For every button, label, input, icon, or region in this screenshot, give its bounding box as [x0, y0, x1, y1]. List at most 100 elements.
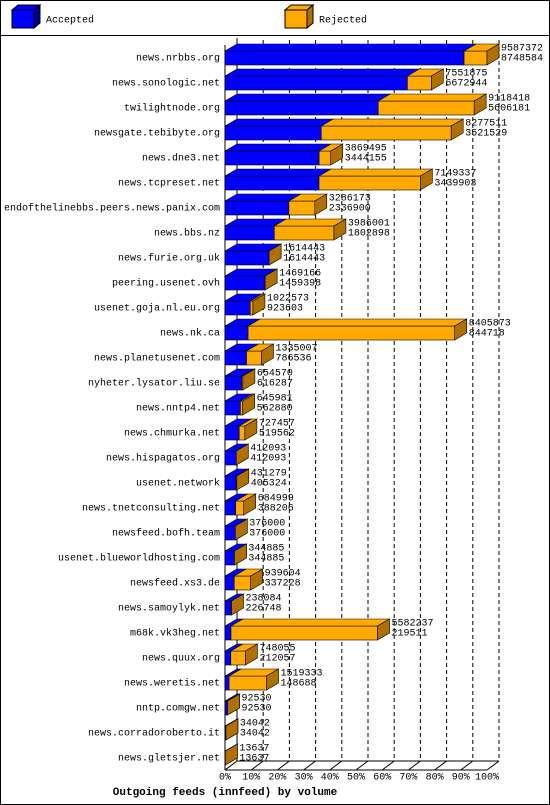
bar-top [223, 93, 392, 102]
total-label: 431279 [251, 469, 287, 480]
bar-top [229, 618, 391, 627]
bar [224, 325, 249, 341]
bar-side [231, 593, 244, 616]
category-label: news.nk.ca [160, 328, 220, 340]
total-label: 9118418 [488, 94, 530, 105]
bar-side [252, 293, 266, 316]
total-label: 1022573 [267, 294, 309, 305]
total-label: 7551875 [445, 69, 487, 80]
bar-side [261, 343, 274, 366]
bar-side [225, 718, 239, 741]
bar [224, 250, 270, 266]
category-label: newsfeed.xs3.de [130, 578, 220, 590]
category-label: news.dne3.net [142, 153, 220, 165]
bar-top [223, 118, 335, 127]
bar [224, 375, 243, 391]
legend-label: Rejected [319, 15, 367, 27]
accepted-label: 3521529 [465, 129, 507, 140]
total-label: 1614443 [283, 244, 325, 255]
bar [320, 125, 452, 141]
bar [228, 675, 267, 691]
bar [318, 175, 421, 191]
x-tick [224, 760, 238, 771]
x-tick [408, 760, 421, 771]
bar-side [420, 168, 433, 191]
legend-swatch [11, 9, 35, 29]
accepted-label: 3444155 [345, 154, 387, 165]
bar-side [250, 568, 263, 591]
bar [273, 225, 335, 241]
category-label: news.samoylyk.net [118, 603, 220, 615]
x-tick-label: 90% [452, 773, 470, 784]
bar [224, 500, 236, 516]
category-label: usenet.goja.nl.eu.org [94, 303, 220, 315]
bar-side [244, 418, 258, 441]
bar [224, 125, 322, 141]
category-label: news.furie.org.uk [118, 253, 220, 265]
bar-side [454, 318, 468, 341]
category-label: news.tnetconsulting.net [82, 503, 220, 515]
bar-side [242, 368, 256, 391]
category-label: news.tcpreset.net [118, 179, 220, 190]
bar [230, 650, 246, 666]
bar [224, 100, 379, 116]
bar [224, 225, 275, 241]
x-tick-label: 80% [426, 773, 444, 784]
bar [240, 400, 243, 416]
accepted-label: 923603 [267, 304, 303, 315]
total-label: 654570 [257, 369, 293, 380]
accepted-label: 405324 [251, 479, 287, 490]
category-label: news.corradoroberto.it [88, 728, 220, 740]
category-label: endofthelinebbs.peers.news.panix.com [4, 203, 220, 215]
bar [224, 625, 232, 641]
total-label: 8405873 [469, 319, 511, 330]
x-tick-label: 50% [347, 773, 365, 784]
bar [238, 425, 246, 441]
category-label: m68k.vk3heg.net [130, 628, 220, 640]
bar [224, 75, 408, 91]
total-label: 939604 [265, 569, 301, 580]
category-label: news.weretis.net [124, 678, 220, 690]
bar-side [234, 543, 247, 566]
x-tick-label: 30% [295, 773, 313, 784]
bar-side [245, 643, 258, 666]
accepted-label: 226748 [246, 604, 282, 615]
bar-side [377, 618, 390, 641]
accepted-label: 376000 [249, 529, 285, 540]
accepted-label: 34042 [240, 729, 270, 740]
category-label: news.gletsjer.net [118, 753, 220, 765]
bar-top [223, 143, 333, 152]
accepted-label: 344885 [248, 554, 284, 565]
category-label: peering.usenet.ovh [112, 278, 220, 290]
legend-label: Accepted [46, 15, 94, 27]
bar [233, 575, 251, 591]
bar-top [223, 193, 302, 202]
x-tick [460, 760, 474, 771]
accepted-label: 148688 [281, 679, 317, 690]
total-label: 3869495 [345, 144, 387, 155]
x-tick-label: 100% [475, 773, 499, 784]
x-tick [434, 760, 447, 771]
accepted-label: 2336900 [329, 204, 371, 215]
category-label: usenet.blueworldhosting.com [58, 553, 220, 565]
total-label: 748055 [259, 644, 295, 655]
x-tick-label: 20% [268, 773, 286, 784]
legend-swatch-side [33, 3, 41, 30]
x-tick-label: 70% [399, 773, 417, 784]
total-label: 727457 [259, 419, 295, 430]
bar-side [450, 118, 464, 141]
category-label: nyheter.lysator.liu.se [88, 378, 220, 390]
accepted-label: 13637 [239, 754, 269, 765]
accepted-label: 212057 [259, 654, 295, 665]
bar-side [234, 518, 248, 541]
bar [224, 50, 465, 66]
bar [377, 100, 475, 116]
x-tick-label: 60% [373, 773, 391, 784]
category-label: news.quux.org [142, 654, 220, 665]
total-label: 92530 [242, 694, 272, 705]
bar [224, 525, 236, 541]
bar-side [314, 193, 328, 216]
bar [224, 700, 228, 716]
x-tick-label: 10% [242, 773, 260, 784]
bar [224, 650, 232, 666]
